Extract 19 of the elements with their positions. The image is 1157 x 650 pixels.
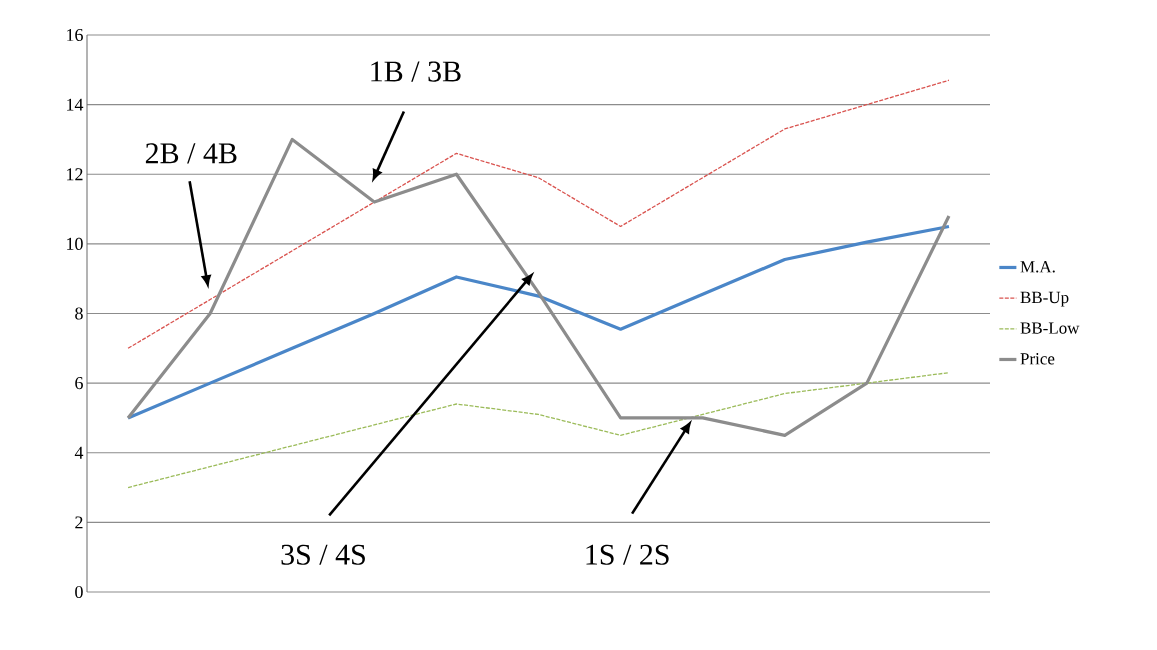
y-tick-label: 14 [67,98,84,111]
y-tick-label: 12 [67,168,83,181]
y-tick-label: 0 [75,585,83,599]
legend-label: Price [1020,353,1055,365]
line-series [126,224,951,420]
y-tick-label: 6 [75,377,83,390]
line-series [126,137,951,437]
legend-label: BB-Low [1020,322,1080,334]
y-tick-label: 8 [75,307,83,320]
legend-label: M.A. [1020,261,1055,273]
y-tick-label: 4 [74,446,84,459]
annotation: 1B / 3B [371,61,461,82]
annotation: 1S / 2S [586,544,669,565]
annotation: 2B / 4B [145,143,237,164]
y-tick-label: 16 [67,28,83,42]
y-tick-label: 10 [67,237,83,250]
y-tick-label: 2 [75,516,83,529]
legend-label: BB-Up [1020,291,1069,307]
annotation: 3S / 4S [281,544,365,565]
